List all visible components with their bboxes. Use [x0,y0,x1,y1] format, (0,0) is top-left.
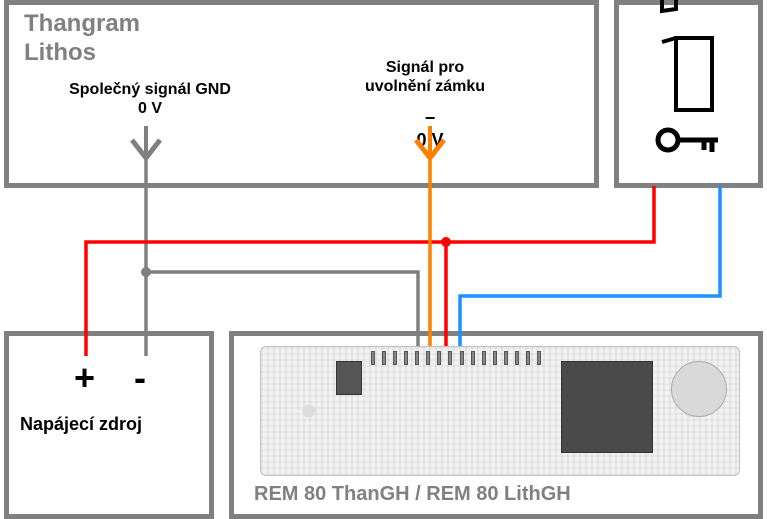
label-psu-plus: + [74,356,95,399]
box-door [614,0,763,188]
pcb-coin-cell [671,361,727,417]
pcb-board [260,346,740,476]
label-thangram: Thangram Lithos [24,10,140,68]
pcb-chip-big [561,361,653,453]
pcb-chip-small [336,361,362,395]
label-psu: Napájecí zdroj [20,414,142,436]
label-unlock: Signál pro uvolnění zámku [340,58,510,96]
label-rem80: REM 80 ThanGH / REM 80 LithGH [254,482,571,506]
label-gnd: Společný signál GND 0 V [40,80,260,118]
pcb-pin-header [371,349,541,365]
label-unlock-negative: − 0 V [410,108,450,151]
label-psu-minus: - [134,356,146,399]
